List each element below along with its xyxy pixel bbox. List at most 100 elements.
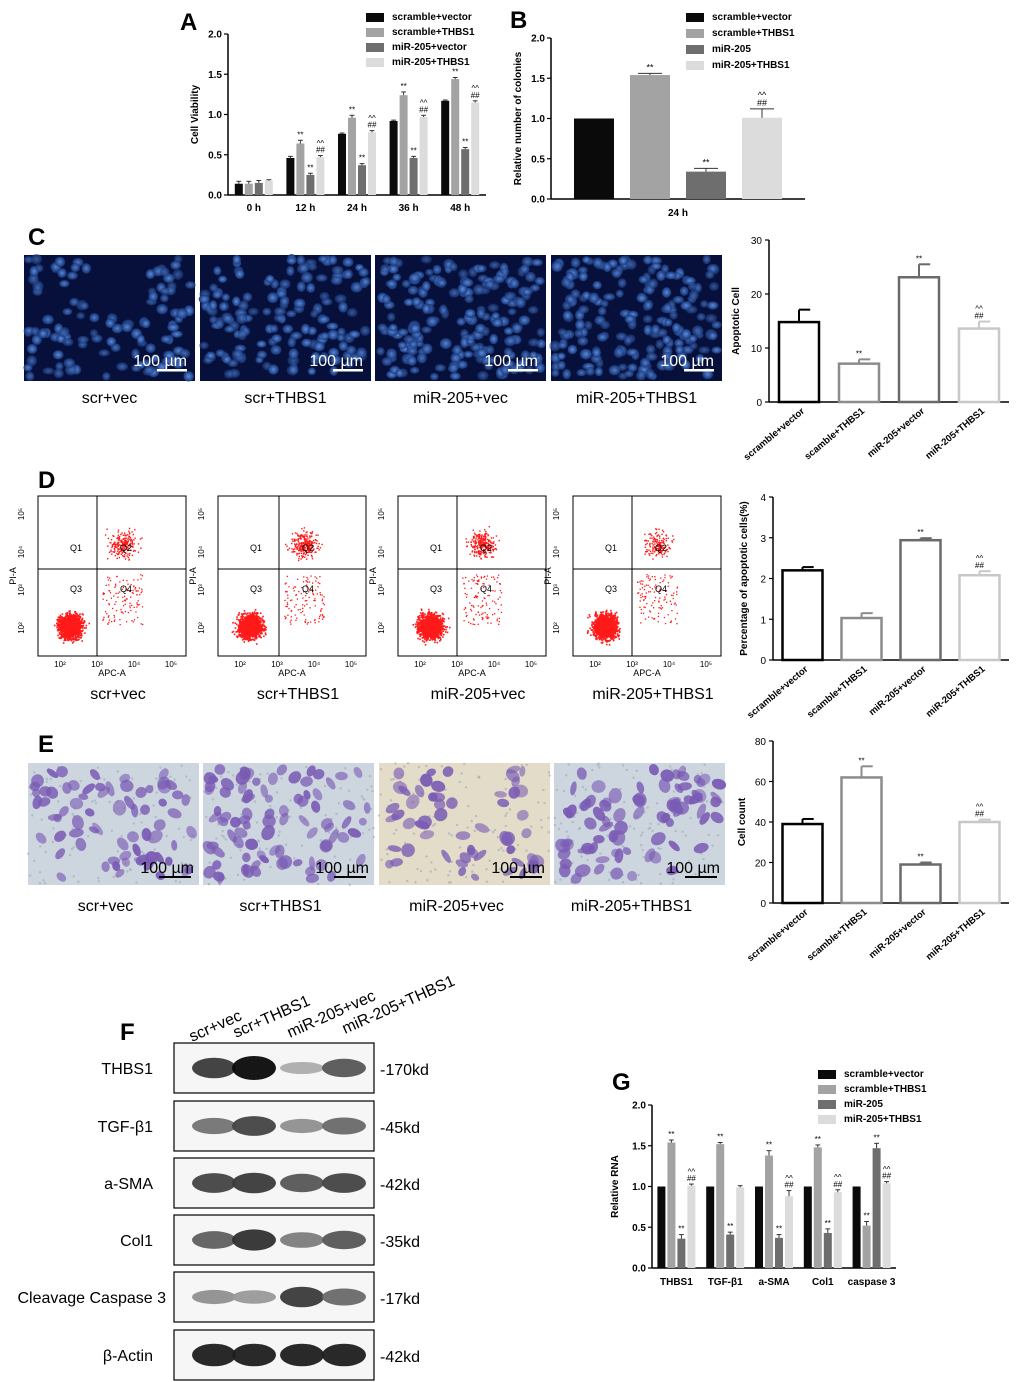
event-dot [68,618,71,620]
event-dot [295,603,297,606]
event-dot [132,592,134,594]
event-dot [81,622,84,624]
event-dot [247,615,250,618]
nucleus [121,322,133,333]
event-dot [237,630,240,632]
nucleus [705,313,718,323]
event-dot [116,543,118,546]
event-dot [82,629,84,632]
nucleus [144,364,155,375]
event-dot [58,626,60,629]
image-caption: scr+THBS1 [257,686,339,703]
event-dot [123,550,125,553]
event-dot [113,535,115,538]
event-dot [306,546,309,549]
quadrant-label: Q3 [70,584,82,594]
significance-mark: ** [702,157,710,167]
event-dot [129,552,131,555]
event-dot [305,543,307,545]
nucleus [663,302,673,314]
fluorescence-image: 100 µm [23,253,196,382]
x-axis-label: APC-A [278,668,306,678]
nucleus [337,327,346,337]
event-dot [129,605,131,607]
event-dot [117,529,120,531]
quadrant-label: Q4 [120,584,132,594]
event-dot [254,619,257,622]
event-dot [60,635,63,638]
significance-mark: ** [916,254,922,263]
event-dot [305,541,307,543]
event-dot [256,624,258,627]
event-dot [236,616,238,618]
event-dot [297,553,299,555]
event-dot [259,636,261,638]
event-dot [81,634,83,637]
event-dot [74,621,76,624]
event-dot [246,624,248,627]
event-dot [78,619,81,622]
event-dot [256,616,259,619]
nucleus [293,298,306,309]
event-dot [73,621,75,624]
event-dot [140,591,142,594]
event-dot [60,625,63,627]
event-dot [74,629,76,632]
event-dot [291,533,294,535]
event-dot [312,545,314,547]
nucleus [421,326,432,334]
nucleus [696,312,706,321]
image-caption: scr+vec [82,390,138,407]
event-dot [256,620,258,623]
nucleus [301,272,313,284]
event-dot [300,558,302,560]
nucleus [63,358,76,368]
event-dot [253,612,256,614]
event-dot [285,605,287,608]
event-dot [74,633,76,635]
nucleus [131,348,140,360]
event-dot [114,543,116,545]
event-dot [443,628,446,631]
event-dot [297,540,300,543]
event-dot [69,615,72,618]
event-dot [70,627,73,629]
nucleus [557,328,567,336]
event-dot [265,626,267,629]
event-dot [108,621,110,624]
nucleus [438,304,448,316]
legend-swatch [686,29,704,38]
bar [742,117,782,199]
nucleus [116,362,128,371]
event-dot [253,618,256,621]
event-dot [128,535,131,538]
nucleus [81,263,92,274]
nucleus [470,342,481,352]
event-dot [301,556,304,559]
event-dot [312,594,315,596]
nucleus [570,257,581,269]
event-dot [300,550,303,552]
event-dot [258,631,261,634]
nucleus [38,329,48,339]
legend-swatch [366,43,384,52]
nucleus [382,294,391,305]
nucleus [221,312,233,323]
y-tick-label: 0.5 [208,150,222,161]
event-dot [318,549,320,551]
event-dot [240,624,242,627]
event-dot [58,618,61,620]
event-dot [449,626,451,629]
event-dot [442,617,444,619]
event-dot [120,611,123,613]
y-tick-label: 2.0 [208,30,222,41]
event-dot [71,638,73,640]
event-dot [117,531,119,533]
event-dot [258,626,261,629]
event-dot [290,610,292,612]
event-dot [322,602,324,604]
nucleus [655,339,664,350]
event-dot [236,618,238,620]
event-dot [241,631,243,633]
event-dot [310,548,312,550]
